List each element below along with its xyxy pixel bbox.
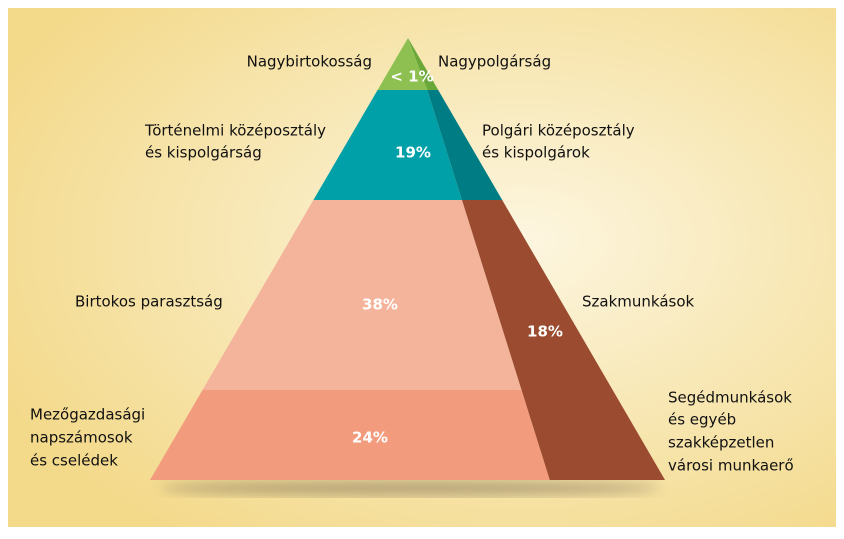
label: Segédmunkások [668,389,792,407]
label: Nagypolgárság [438,53,551,71]
label: Polgári középosztály [482,122,635,140]
tier-bourgeois [427,90,503,200]
label: Szakmunkások [582,293,695,311]
tier-peasants [202,200,522,390]
tier-middle-class [313,90,462,200]
share: 19% [395,144,431,162]
label: szakképzetlen [668,434,774,452]
share: 38% [362,296,398,314]
share: < 1% [390,68,433,86]
label: Történelmi középosztály [144,122,326,140]
label: Birtokos parasztság [75,293,223,311]
label: és cselédek [30,452,118,470]
label: Mezőgazdasági [30,406,145,424]
tier-workers [462,200,665,480]
tier-top-right [408,38,439,90]
shadow [160,480,660,496]
label: és kispolgárok [482,144,590,162]
share: 18% [527,323,563,341]
label: Nagybirtokosság [247,53,372,71]
tier-laborers [150,390,550,480]
tier-top-left [377,38,428,90]
label: és egyéb [668,411,736,429]
label: és kispolgárság [145,144,262,162]
label: városi munkaerő [668,457,794,475]
label: napszámosok [30,429,133,447]
share: 24% [352,429,388,447]
